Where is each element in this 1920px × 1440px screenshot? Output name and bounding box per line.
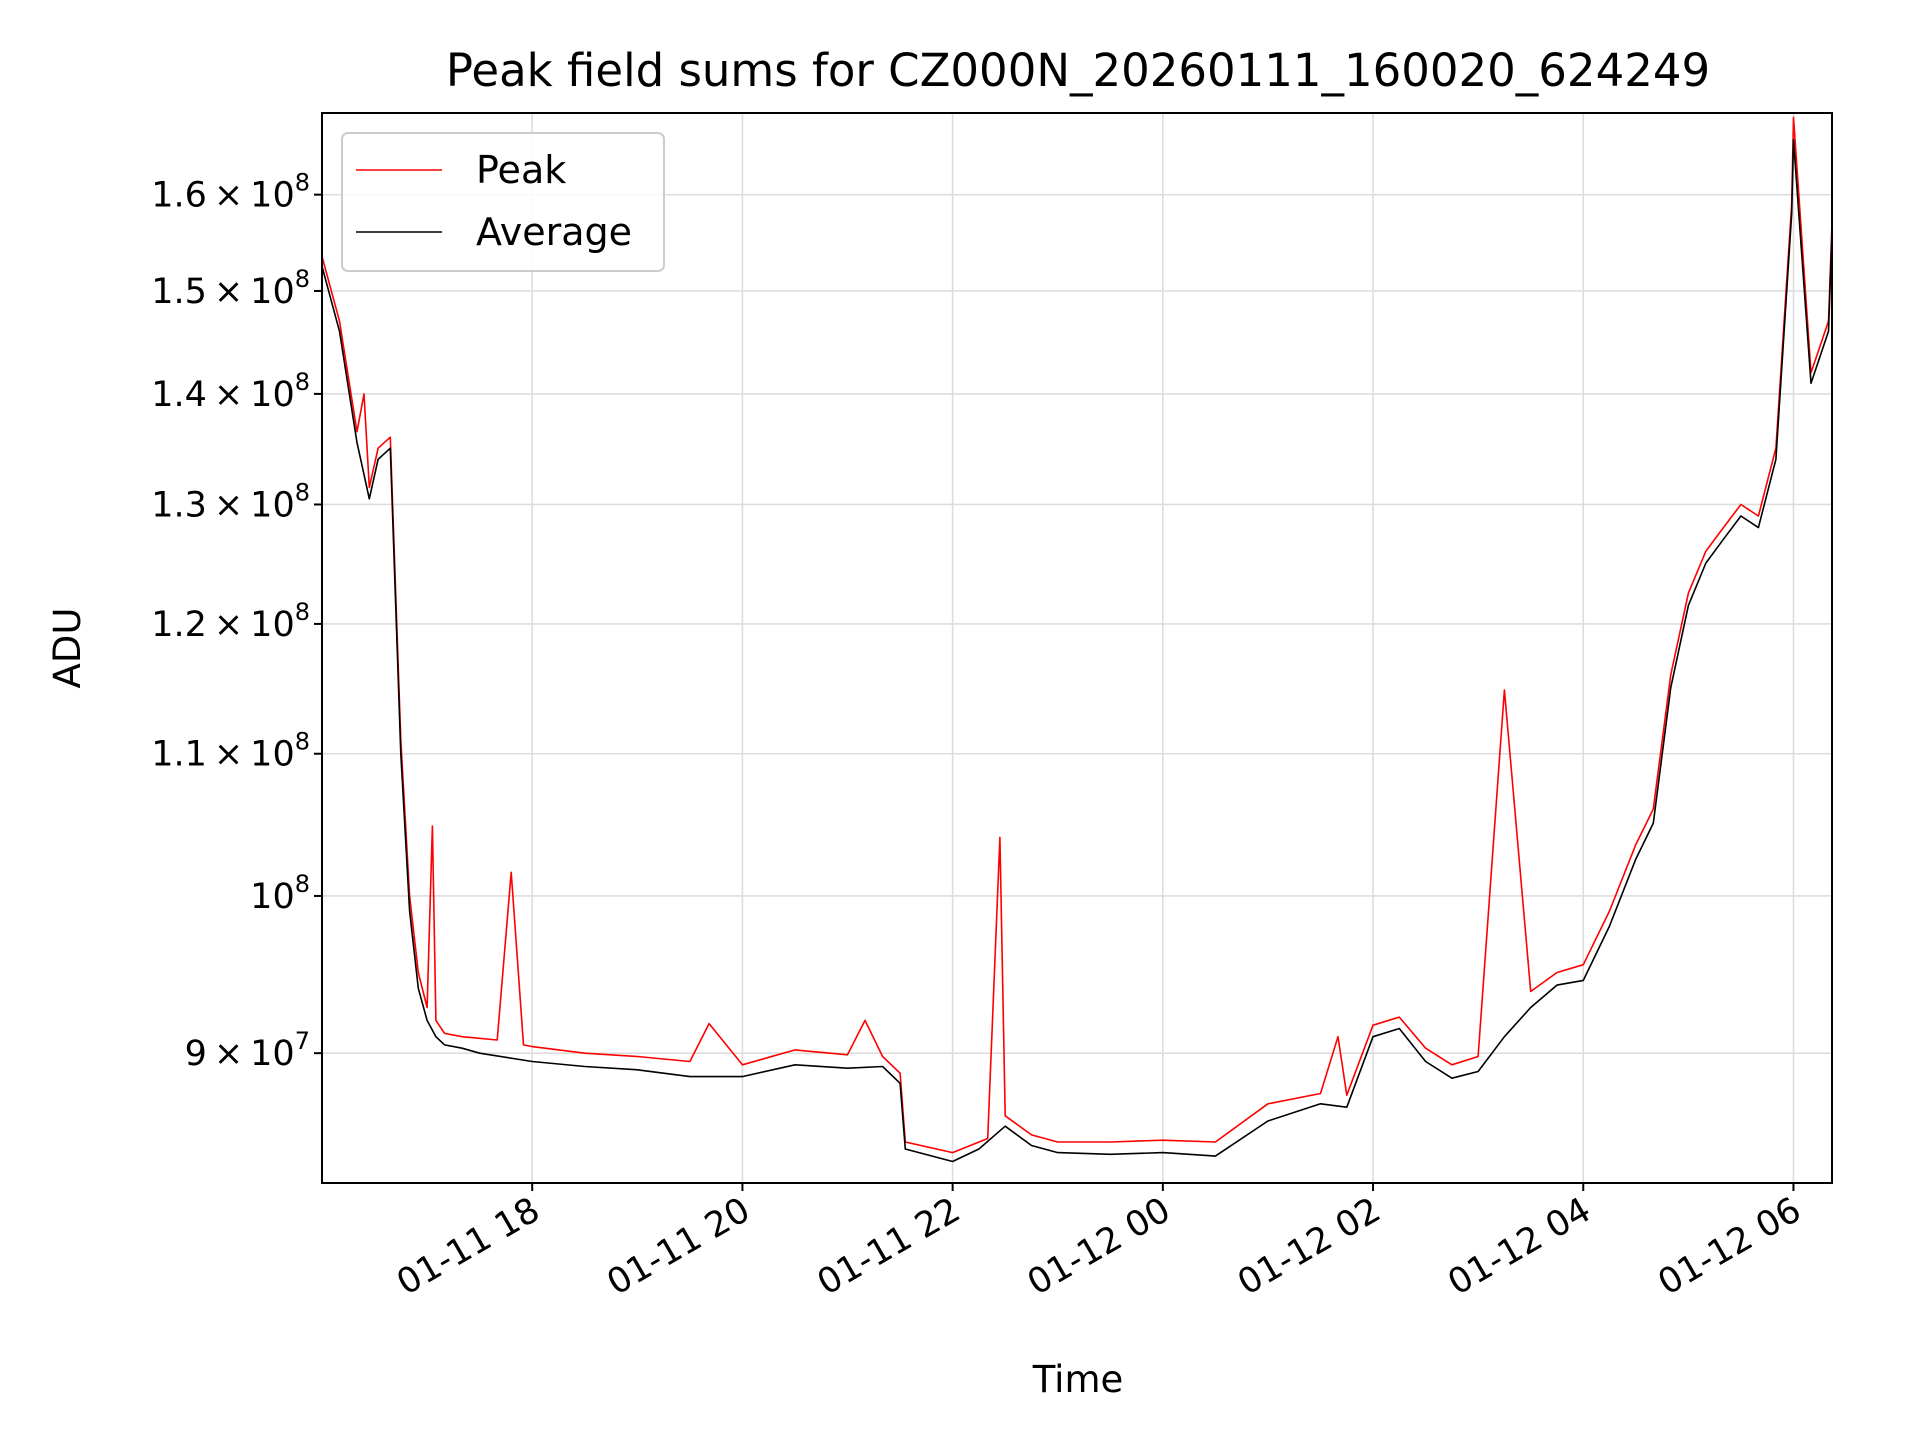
- y-tick-label: 1.6 × 108: [151, 169, 310, 216]
- x-tick-label: 01-11 20: [601, 1190, 757, 1303]
- x-tick-label: 01-12 02: [1231, 1190, 1387, 1303]
- legend-peak-label: Peak: [476, 148, 566, 192]
- x-axis: 01-11 18 01-11 20 01-11 22 01-12 00 01-12 02…: [390, 1183, 1808, 1303]
- grid: [322, 113, 1832, 1183]
- y-tick-label: 1.5 × 108: [151, 265, 310, 312]
- plot-frame: [321, 112, 1833, 1184]
- y-axis: 9 × 107 108 1.1 × 108 1.2 × 108 1.3 × 108 1.4…: [151, 169, 322, 1074]
- y-tick-label: 1.3 × 108: [151, 478, 310, 525]
- x-tick-label: 01-12 06: [1652, 1190, 1808, 1303]
- chart-title: Peak field sums for CZ000N_20260111_1600…: [446, 44, 1710, 97]
- series-average-line: [321, 138, 1833, 1163]
- x-tick-label: 01-11 18: [390, 1190, 546, 1303]
- legend-average-label: Average: [476, 210, 632, 254]
- y-tick-label: 1.2 × 108: [151, 598, 310, 645]
- x-tick-label: 01-12 04: [1441, 1190, 1597, 1303]
- x-axis-label: Time: [1032, 1358, 1124, 1401]
- y-tick-label: 1.1 × 108: [151, 728, 310, 775]
- plot-series: [321, 116, 1833, 1163]
- y-tick-label: 108: [250, 870, 310, 917]
- legend-box: [341, 132, 665, 272]
- y-axis-label: ADU: [46, 608, 89, 689]
- x-tick-label: 01-12 00: [1021, 1190, 1177, 1303]
- y-tick-label: 1.4 × 108: [151, 368, 310, 415]
- x-tick-label: 01-11 22: [811, 1190, 967, 1303]
- legend: Peak Average: [341, 132, 665, 272]
- y-tick-label: 9 × 107: [185, 1027, 310, 1074]
- series-peak-line: [321, 116, 1833, 1154]
